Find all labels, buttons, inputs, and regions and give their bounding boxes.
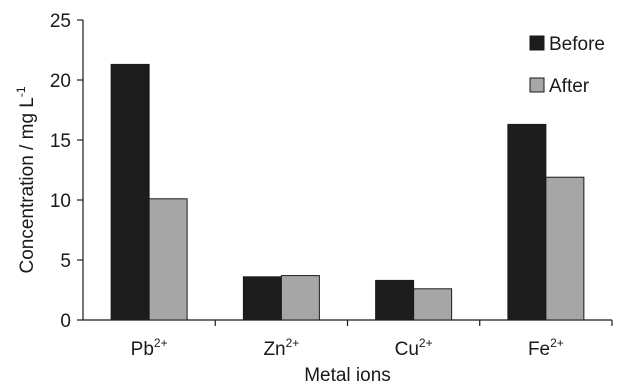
bar-after-pb [148,198,188,321]
bar-after-cu [413,288,453,321]
bar-before-cu [375,279,415,321]
x-tick-label: Zn2+ [263,336,299,360]
x-axis: Pb2+ Zn2+ Cu2+ Fe2+ [83,319,613,360]
bar-before-zn [242,276,282,321]
legend-swatch [529,77,545,93]
x-tick-label: Pb2+ [131,336,168,360]
y-tick-label: 5 [60,251,71,272]
legend-label: Before [549,34,605,55]
y-tick-label: 25 [50,11,71,32]
legend-item-before: Before [529,34,605,55]
y-axis: 0 5 10 15 20 25 [50,11,84,332]
y-tick-label: 20 [50,71,71,92]
y-tick-label: 10 [50,191,71,212]
x-tick-label: Fe2+ [528,336,564,360]
legend-label: After [549,76,590,97]
bar-before-fe [507,123,547,321]
bars [110,63,585,321]
y-tick-label: 15 [50,131,71,152]
bar-after-zn [280,275,320,321]
legend: Before After [529,34,605,97]
x-tick-label: Cu2+ [395,336,433,360]
y-tick-label: 0 [60,311,71,332]
x-axis-title: Metal ions [304,365,391,386]
bar-after-fe [545,176,585,321]
y-axis-title: Concentration / mg L-1 [14,86,38,273]
legend-swatch [529,35,545,51]
bar-before-pb [110,63,150,321]
legend-item-after: After [529,76,590,97]
